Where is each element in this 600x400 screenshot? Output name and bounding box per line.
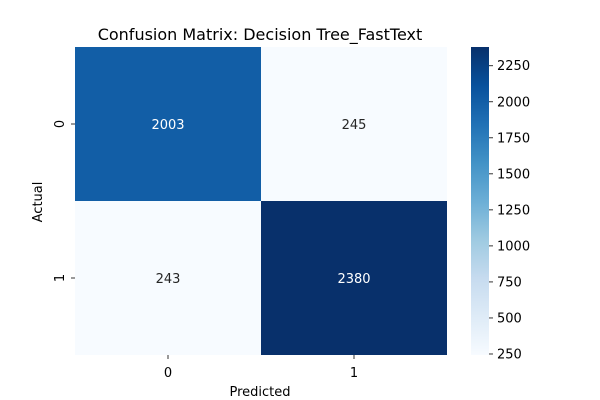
x-axis-label: Predicted	[229, 385, 290, 400]
colorbar-tick-label: 250	[497, 347, 522, 362]
colorbar-tick-label: 1000	[497, 239, 530, 254]
cell-value-label: 245	[342, 118, 367, 133]
x-tick-label: 1	[350, 366, 358, 381]
cell-value-label: 2380	[337, 272, 370, 287]
heatmap-cell-0-1	[261, 47, 447, 201]
y-tick-label: 0	[53, 120, 68, 128]
colorbar-tick-label: 750	[497, 275, 522, 290]
colorbar-tick-label: 2000	[497, 95, 530, 110]
colorbar-tick-label: 2250	[497, 59, 530, 74]
heatmap-cells	[75, 47, 447, 355]
y-axis-ticks: 01	[53, 120, 75, 282]
colorbar-tick-label: 1500	[497, 167, 530, 182]
colorbar-tick-label: 1250	[497, 203, 530, 218]
heatmap-cell-1-1	[261, 201, 447, 355]
y-tick-label: 1	[53, 274, 68, 282]
cell-value-label: 243	[156, 272, 181, 287]
heatmap-cell-0-0	[75, 47, 261, 201]
colorbar	[471, 47, 489, 355]
cell-value-label: 2003	[151, 118, 184, 133]
colorbar-tick-label: 500	[497, 311, 522, 326]
heatmap-cell-labels: 2003 245 243 2380	[151, 118, 370, 287]
colorbar-ticks: 250 500 750 1000 1250 1500 1750 2000 2250	[489, 59, 530, 362]
colorbar-tick-label: 1750	[497, 131, 530, 146]
x-tick-label: 0	[164, 366, 172, 381]
chart-title: Confusion Matrix: Decision Tree_FastText	[98, 25, 423, 45]
heatmap-cell-1-0	[75, 201, 261, 355]
y-axis-label: Actual	[31, 182, 46, 223]
